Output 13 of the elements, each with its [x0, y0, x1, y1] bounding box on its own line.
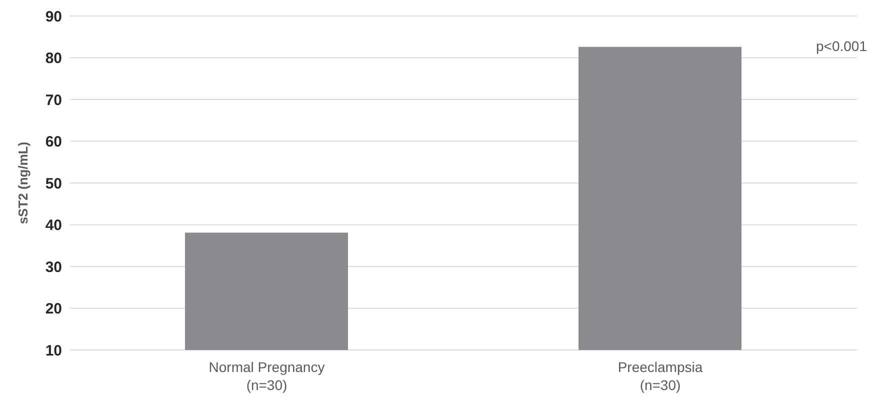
x-tick-label: Preeclampsia (n=30)	[618, 359, 703, 393]
y-tick-label: 90	[45, 8, 62, 26]
y-tick-label: 70	[45, 92, 62, 109]
y-tick-label: 20	[45, 300, 62, 318]
y-tick-label: 10	[45, 342, 62, 360]
x-tick-label: Normal Pregnancy (n=30)	[208, 359, 325, 393]
y-tick-label: 40	[45, 217, 62, 234]
y-tick-label: 30	[45, 258, 62, 276]
y-axis-title: sST2 (ng/mL)	[16, 142, 31, 224]
y-tick-label: 50	[45, 175, 62, 192]
y-tick-label: 60	[45, 134, 62, 151]
y-tick-label: 80	[45, 50, 62, 68]
annotation: p<0.001	[816, 38, 867, 54]
